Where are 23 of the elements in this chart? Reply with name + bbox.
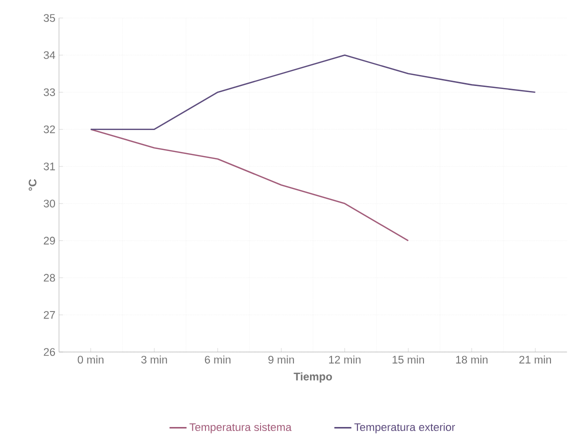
x-axis-title: Tiempo (294, 372, 332, 383)
x-tick-label: 15 min (392, 356, 424, 364)
x-tick-label: 6 min (204, 356, 230, 364)
x-tick-label: 3 min (141, 356, 167, 364)
y-tick-label: 34 (44, 51, 56, 59)
y-tick-label: 27 (44, 311, 55, 319)
y-tick-label: 26 (44, 348, 55, 356)
y-tick-label: 33 (44, 88, 55, 96)
x-tick-label: 21 min (519, 356, 551, 364)
x-tick-label: 9 min (268, 356, 294, 364)
y-tick-label: 30 (44, 200, 56, 208)
y-tick-label: 29 (44, 236, 55, 245)
x-tick-label: 0 min (78, 356, 104, 364)
y-axis-title: °C (28, 179, 36, 191)
y-tick-label: 28 (44, 274, 55, 282)
legend-label: Temperatura sistema (190, 422, 292, 434)
legend-label: Temperatura exterior (354, 422, 456, 434)
y-tick-label: 35 (44, 14, 56, 22)
x-tick-label: 12 min (329, 356, 360, 364)
line-series (90, 128, 409, 242)
x-tick-label: 18 min (456, 356, 488, 364)
y-tick-label: 32 (44, 125, 55, 134)
y-tick-label: 31 (44, 162, 55, 170)
